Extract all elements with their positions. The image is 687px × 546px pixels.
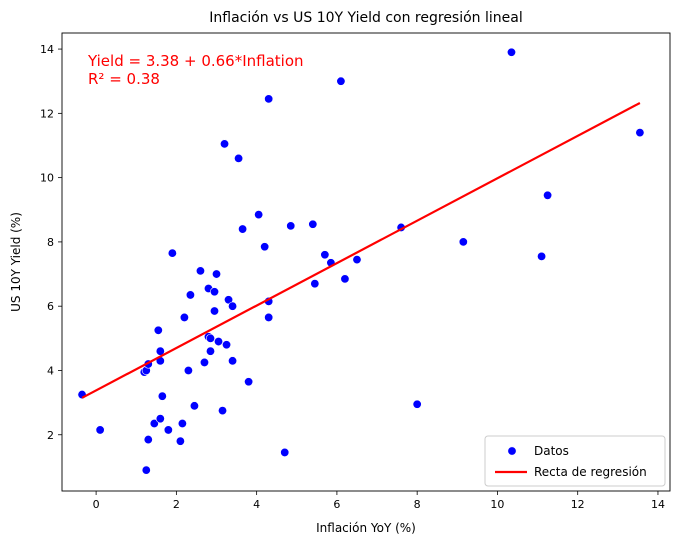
data-point bbox=[228, 356, 238, 366]
y-tick-label: 12 bbox=[40, 107, 54, 120]
legend: Datos Recta de regresión bbox=[484, 435, 666, 487]
data-point bbox=[228, 301, 238, 311]
data-point bbox=[506, 47, 516, 57]
regression-layer bbox=[81, 101, 641, 399]
data-point bbox=[286, 221, 296, 231]
data-points bbox=[77, 47, 645, 475]
data-point bbox=[179, 312, 189, 322]
data-point bbox=[218, 406, 228, 416]
data-point bbox=[234, 153, 244, 163]
data-point bbox=[260, 242, 270, 252]
data-point bbox=[537, 251, 547, 261]
data-point bbox=[352, 255, 362, 265]
data-point bbox=[167, 248, 177, 258]
data-point bbox=[199, 357, 209, 367]
data-point bbox=[155, 414, 165, 424]
data-point bbox=[220, 139, 230, 149]
data-point bbox=[210, 306, 220, 316]
data-point bbox=[175, 436, 185, 446]
data-point bbox=[177, 419, 187, 429]
data-point bbox=[222, 340, 232, 350]
data-point bbox=[224, 295, 234, 305]
data-point bbox=[264, 312, 274, 322]
data-point bbox=[336, 76, 346, 86]
data-point bbox=[458, 237, 468, 247]
data-point bbox=[635, 128, 645, 138]
x-tick-label: 8 bbox=[414, 498, 421, 511]
regression-annotation: Yield = 3.38 + 0.66*Inflation R² = 0.38 bbox=[87, 52, 304, 88]
y-tick-label: 2 bbox=[47, 429, 54, 442]
y-tick-label: 8 bbox=[47, 236, 54, 249]
data-point bbox=[412, 399, 422, 409]
y-tick-label: 4 bbox=[47, 364, 54, 377]
plot-frame bbox=[61, 32, 671, 492]
annotation-r2: R² = 0.38 bbox=[88, 70, 160, 88]
data-point bbox=[205, 333, 215, 343]
y-tick-label: 6 bbox=[47, 300, 54, 313]
x-tick-label: 4 bbox=[253, 498, 260, 511]
data-point bbox=[185, 290, 195, 300]
y-tick-label: 10 bbox=[40, 172, 54, 185]
data-point bbox=[163, 425, 173, 435]
data-point bbox=[205, 346, 215, 356]
annotation-equation: Yield = 3.38 + 0.66*Inflation bbox=[87, 52, 304, 70]
x-tick-label: 10 bbox=[490, 498, 504, 511]
x-tick-label: 2 bbox=[173, 498, 180, 511]
legend-label-datos: Datos bbox=[534, 444, 569, 458]
data-point bbox=[340, 274, 350, 284]
data-point bbox=[254, 210, 264, 220]
data-point bbox=[95, 425, 105, 435]
data-point bbox=[143, 435, 153, 445]
chart-title: Inflación vs US 10Y Yield con regresión … bbox=[209, 10, 523, 26]
legend-marker-datos bbox=[507, 446, 517, 456]
data-point bbox=[238, 224, 248, 234]
regression-line bbox=[81, 101, 641, 399]
x-tick-label: 12 bbox=[571, 498, 585, 511]
plot-area: 0 2 4 6 8 10 12 14 2 4 6 8 10 12 14 bbox=[40, 32, 671, 511]
data-point bbox=[183, 365, 193, 375]
x-axis: 0 2 4 6 8 10 12 14 bbox=[93, 491, 665, 511]
data-point bbox=[153, 325, 163, 335]
data-point bbox=[210, 287, 220, 297]
data-point bbox=[308, 219, 318, 229]
data-point bbox=[212, 269, 222, 279]
data-point bbox=[543, 190, 553, 200]
data-point bbox=[280, 447, 290, 457]
x-tick-label: 0 bbox=[93, 498, 100, 511]
data-point bbox=[214, 337, 224, 347]
x-axis-label: Inflación YoY (%) bbox=[316, 521, 416, 535]
y-tick-label: 14 bbox=[40, 43, 54, 56]
x-tick-label: 14 bbox=[651, 498, 665, 511]
y-axis: 2 4 6 8 10 12 14 bbox=[40, 43, 62, 442]
legend-box bbox=[484, 435, 666, 487]
data-point bbox=[195, 266, 205, 276]
data-point bbox=[149, 419, 159, 429]
data-point bbox=[157, 391, 167, 401]
data-point bbox=[264, 94, 274, 104]
y-axis-label: US 10Y Yield (%) bbox=[9, 212, 23, 312]
legend-label-regresion: Recta de regresión bbox=[534, 465, 647, 479]
x-tick-label: 6 bbox=[333, 498, 340, 511]
data-point bbox=[244, 377, 254, 387]
data-point bbox=[310, 279, 320, 289]
data-point bbox=[189, 401, 199, 411]
data-point bbox=[320, 250, 330, 260]
data-point bbox=[141, 465, 151, 475]
